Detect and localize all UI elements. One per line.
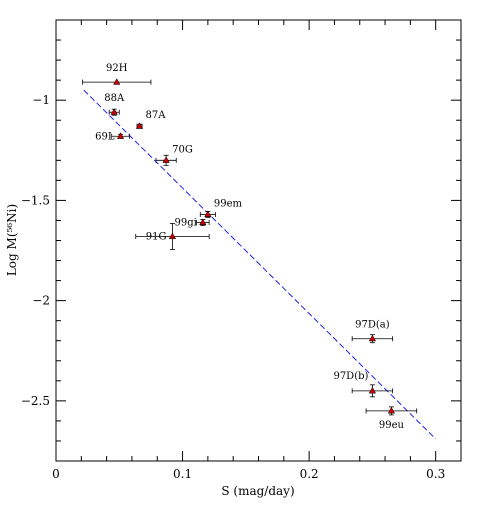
point-marker	[110, 108, 118, 115]
point-label: 87A	[146, 110, 167, 121]
point-label: 97D(a)	[355, 320, 390, 331]
data-point: 99gi	[174, 217, 210, 228]
data-point: 87A	[135, 110, 167, 129]
point-marker	[204, 210, 212, 217]
point-label: 97D(b)	[333, 371, 368, 382]
data-point: 99em	[199, 198, 243, 218]
point-marker	[135, 122, 144, 129]
point-marker	[116, 132, 125, 139]
x-tick-label: 0.2	[300, 467, 319, 481]
point-marker	[113, 78, 121, 85]
point-label: 88A	[104, 93, 125, 104]
y-tick-label: −1	[32, 93, 50, 107]
point-label: 69L	[95, 131, 115, 142]
point-label: 99gi	[174, 217, 196, 228]
x-tick-label: 0	[52, 467, 60, 481]
fit-line	[83, 89, 437, 440]
x-tick-label: 0.3	[426, 467, 445, 481]
data-point: 99eu	[365, 406, 418, 431]
plot-frame	[55, 19, 462, 462]
point-marker	[387, 406, 396, 414]
data-point: 97D(b)	[333, 371, 394, 398]
point-label: 70G	[172, 144, 193, 155]
point-label: 99eu	[379, 420, 405, 431]
data-point: 70G	[155, 144, 193, 166]
point-marker	[199, 218, 207, 226]
point-label: 99em	[214, 198, 243, 209]
data-point: 69L	[95, 131, 130, 142]
point-marker	[368, 334, 377, 342]
data-point: 97D(a)	[351, 320, 394, 344]
axis-ticks	[55, 20, 461, 462]
data-point: 92H	[82, 63, 152, 85]
data-point: 91G	[135, 223, 210, 250]
point-marker	[162, 156, 170, 163]
data-point: 88A	[104, 93, 125, 116]
x-tick-label: 0.1	[173, 467, 192, 481]
point-label: 91G	[146, 231, 167, 242]
data-points: 92H 88A 87A 69L 70G 99em 99gi 91G 97D(a) 97D(b) 99…	[82, 63, 418, 431]
point-marker	[368, 386, 377, 394]
point-marker	[168, 232, 177, 240]
x-axis-label: S (mag/day)	[221, 484, 294, 498]
y-tick-label: −2.5	[21, 394, 50, 408]
y-tick-label: −2	[32, 294, 50, 308]
axis-tick-labels: 0 0.1 0.2 0.3 −1 −1.5 −2 −2.5	[21, 93, 445, 481]
y-axis-label: Log M(⁵⁶Ni)	[5, 204, 19, 276]
y-tick-label: −1.5	[21, 193, 50, 207]
point-label: 92H	[106, 63, 128, 74]
